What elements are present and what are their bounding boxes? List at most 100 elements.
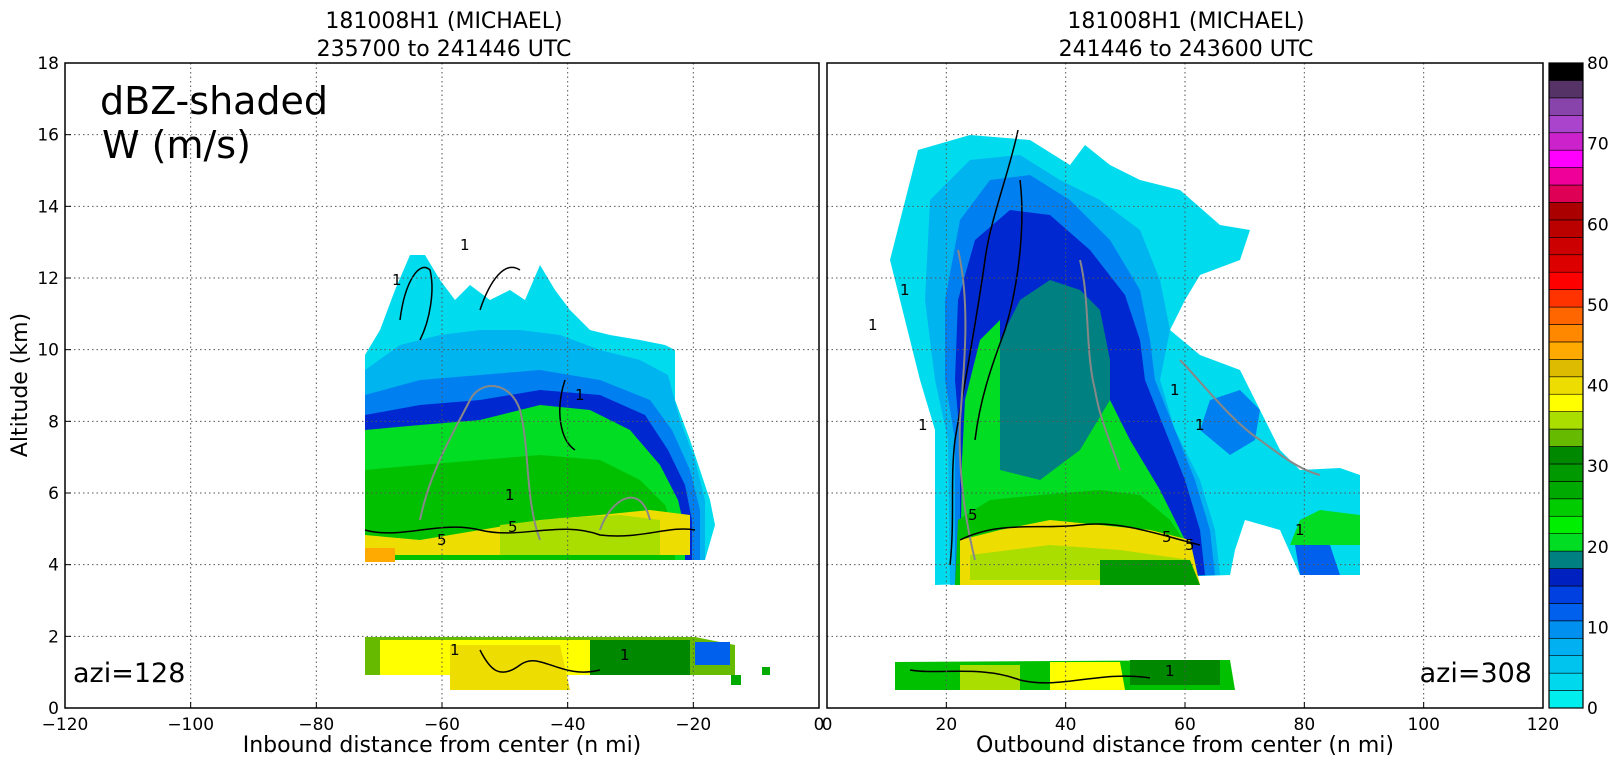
colorbar-swatch [1548, 184, 1584, 203]
y-tick-label: 0 [48, 699, 59, 719]
annotation-w-units: W (m/s) [102, 123, 251, 167]
y-tick-label: 12 [37, 269, 59, 289]
x-tick-label: 20 [936, 715, 958, 735]
left-contour-black-5 [479, 649, 601, 673]
colorbar-swatch [1548, 690, 1584, 709]
left-contour-black-1 [399, 266, 433, 341]
y-tick-label: 10 [37, 341, 59, 361]
colorbar-swatch [1548, 376, 1584, 395]
y-tick-label: 2 [48, 627, 59, 647]
contour-label-5: 5 [1185, 536, 1195, 554]
colorbar-tick-label: 0 [1587, 699, 1598, 719]
right-lower-band-yellow [1050, 662, 1125, 690]
contour-label: 1 [450, 641, 460, 659]
y-tick-label: 8 [48, 412, 59, 432]
y-tick-label: 4 [48, 556, 59, 576]
colorbar-tick-label: 50 [1587, 296, 1609, 316]
left-lower-band-darkgreen [590, 640, 690, 675]
contour-label: 1 [918, 416, 928, 434]
left-contour-gray-2 [599, 496, 651, 531]
left-lower-band-blue [695, 642, 730, 665]
colorbar-swatch [1548, 289, 1584, 308]
colorbar-swatch [1548, 237, 1584, 256]
contour-label: 1 [1295, 521, 1305, 539]
x-tick-label: −100 [167, 715, 214, 735]
right-contour-black-2 [974, 179, 1023, 441]
colorbar-swatch [1548, 620, 1584, 639]
colorbar-frame [1548, 62, 1584, 709]
right-contour-black-1 [949, 129, 1019, 566]
right-x-ticks: 0 20 40 60 80 100 120 [822, 702, 1559, 735]
left-reflectivity-shading [365, 255, 770, 690]
left-contour-black-4 [364, 526, 696, 537]
colorbar-swatch [1548, 62, 1584, 81]
colorbar-swatch [1548, 324, 1584, 343]
right-shade-green-blob [1290, 510, 1360, 545]
colorbar-tick-label: 10 [1587, 618, 1609, 638]
colorbar [1548, 62, 1584, 709]
contour-label: 1 [505, 486, 515, 504]
colorbar-swatch [1548, 655, 1584, 674]
x-tick-label: 60 [1174, 715, 1196, 735]
x-tick-label: −80 [298, 715, 334, 735]
y-tick-label: 6 [48, 484, 59, 504]
y-tick-label: 16 [37, 126, 59, 146]
left-lower-pixel-2 [762, 667, 770, 675]
colorbar-tick-label: 70 [1587, 135, 1609, 155]
right-lower-band-darkgreen [1130, 660, 1220, 685]
left-plot-area [364, 255, 770, 690]
colorbar-swatch [1548, 306, 1584, 325]
x-tick-label: 80 [1294, 715, 1316, 735]
right-w-contours [909, 129, 1321, 684]
colorbar-tick-label: 40 [1587, 377, 1609, 397]
x-tick-label: 0 [814, 715, 825, 735]
right-contour-black-3 [959, 523, 1201, 546]
right-azimuth-label: azi=308 [1420, 658, 1532, 689]
contour-label: 1 [460, 236, 470, 254]
right-shade-darkgreen [1100, 560, 1200, 585]
colorbar-swatch [1548, 637, 1584, 657]
left-contour-black-2 [479, 266, 521, 311]
contour-labels: 1 1 1 1 1 1 5 5 1 1 1 1 1 1 5 5 5 1 [392, 236, 1305, 680]
colorbar-swatch [1548, 411, 1584, 430]
contour-label-5: 5 [968, 506, 978, 524]
colorbar-swatch [1548, 428, 1584, 447]
left-shade-lime [500, 515, 660, 555]
right-title: 181008H1 (MICHAEL) [1067, 9, 1304, 34]
colorbar-swatch [1548, 481, 1584, 500]
x-tick-label: 40 [1055, 715, 1077, 735]
colorbar-swatch [1548, 341, 1584, 360]
x-tick-label: 120 [1527, 715, 1559, 735]
left-x-axis-label: Inbound distance from center (n mi) [243, 733, 642, 758]
right-shade-blue-blob [1200, 390, 1260, 455]
x-tick-label: −40 [550, 715, 586, 735]
right-subtitle: 241446 to 243600 UTC [1059, 37, 1314, 62]
right-contour-gray-1 [957, 249, 976, 561]
colorbar-swatch [1548, 498, 1584, 517]
colorbar-swatch [1548, 80, 1584, 99]
contour-label: 1 [575, 386, 585, 404]
colorbar-swatch [1548, 393, 1584, 412]
right-contour-gray-3 [1179, 359, 1321, 476]
y-axis-label: Altitude (km) [8, 313, 33, 457]
left-title: 181008H1 (MICHAEL) [325, 9, 562, 34]
colorbar-swatch [1548, 550, 1584, 569]
contour-label: 1 [392, 271, 402, 289]
left-subtitle: 235700 to 241446 UTC [317, 37, 572, 62]
right-reflectivity-shading [890, 135, 1360, 690]
right-shade-teal [990, 280, 1110, 490]
colorbar-swatch [1548, 114, 1584, 134]
colorbar-swatch [1548, 149, 1584, 168]
left-lower-band-gold [450, 645, 570, 690]
right-plot-area [890, 129, 1360, 690]
colorbar-swatch [1548, 672, 1584, 691]
x-tick-label: −120 [42, 715, 89, 735]
colorbar-swatch [1548, 603, 1584, 622]
colorbar-swatch [1548, 254, 1584, 273]
x-tick-label: −20 [675, 715, 711, 735]
y-tick-label: 18 [37, 54, 59, 74]
contour-label: 1 [868, 316, 878, 334]
colorbar-ticks: 0 10 20 30 40 50 60 70 80 [1587, 54, 1609, 719]
colorbar-swatch [1548, 219, 1584, 238]
